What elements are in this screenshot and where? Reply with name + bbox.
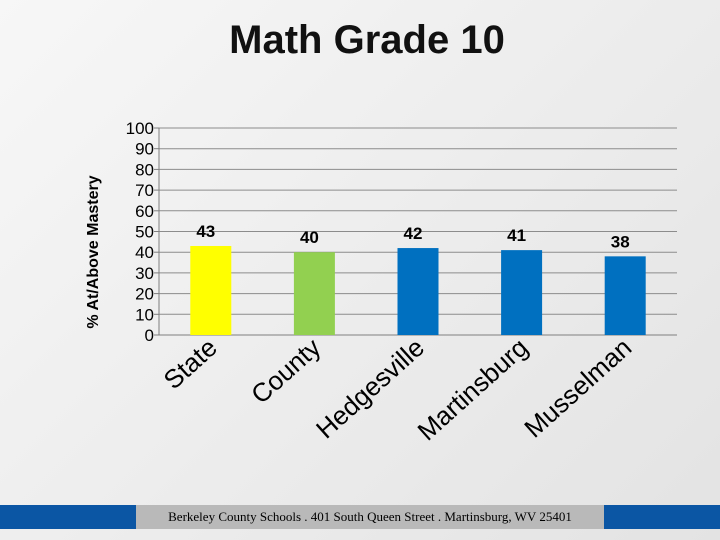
bar-martinsburg bbox=[501, 250, 542, 335]
y-tick-label: 70 bbox=[135, 181, 154, 200]
footer-band: Berkeley County Schools . 401 South Quee… bbox=[0, 505, 720, 529]
y-axis-label: % At/Above Mastery bbox=[85, 175, 102, 328]
x-tick-label: Hedgesville bbox=[310, 332, 430, 444]
bar-hedgesville bbox=[398, 248, 439, 335]
footer-address: Berkeley County Schools . 401 South Quee… bbox=[136, 505, 604, 529]
y-tick-label: 30 bbox=[135, 264, 154, 283]
y-tick-label: 60 bbox=[135, 202, 154, 221]
bar-musselman bbox=[605, 256, 646, 335]
x-tick-label: State bbox=[158, 332, 223, 395]
y-tick-label: 50 bbox=[135, 223, 154, 242]
bar-state bbox=[190, 246, 231, 335]
bar-value-label: 43 bbox=[196, 222, 215, 241]
bar-value-label: 41 bbox=[507, 226, 526, 245]
y-tick-label: 100 bbox=[126, 119, 154, 138]
y-tick-label: 40 bbox=[135, 243, 154, 262]
y-tick-label: 0 bbox=[145, 326, 154, 345]
y-tick-label: 80 bbox=[135, 160, 154, 179]
x-tick-label: County bbox=[245, 332, 326, 409]
y-tick-label: 20 bbox=[135, 285, 154, 304]
bar-value-label: 42 bbox=[404, 224, 423, 243]
y-tick-label: 90 bbox=[135, 140, 154, 159]
bar-value-label: 40 bbox=[300, 228, 319, 247]
y-tick-label: 10 bbox=[135, 305, 154, 324]
x-tick-label: Martinsburg bbox=[412, 332, 534, 446]
bar-value-label: 38 bbox=[611, 232, 630, 251]
x-tick-label: Musselman bbox=[518, 332, 637, 443]
bar-county bbox=[294, 252, 335, 335]
